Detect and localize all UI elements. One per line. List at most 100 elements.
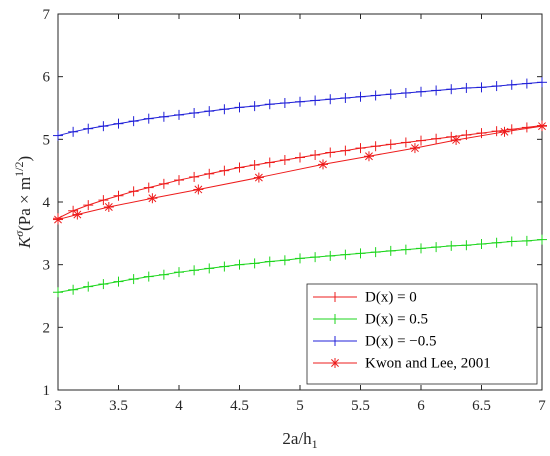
series-2-point — [446, 84, 457, 95]
y-tick-label: 1 — [43, 383, 51, 399]
x-axis-label-subscript: 1 — [312, 437, 318, 451]
x-tick-label: 5.5 — [351, 398, 370, 414]
series-1-point — [83, 281, 94, 292]
series-0-point — [189, 171, 200, 182]
series-2-point — [158, 111, 169, 122]
series-1-point — [370, 247, 381, 258]
series-1-point — [234, 259, 245, 270]
y-axis-label-main: K — [15, 235, 34, 249]
series-layer — [53, 77, 547, 298]
x-axis-label-main: 2a/h — [282, 429, 312, 448]
y-axis-label-unit-superscript: 1/2 — [12, 162, 26, 177]
series-0-point — [158, 178, 169, 189]
series-2-point — [83, 123, 94, 134]
series-2-point — [340, 92, 351, 103]
legend-label-series-2: D(x) = −0.5 — [365, 334, 437, 350]
series-0-point — [355, 143, 366, 154]
series-0-point — [491, 126, 502, 137]
series-2-point — [128, 116, 139, 127]
series-2 — [53, 77, 547, 141]
series-1-point — [491, 237, 502, 248]
x-axis-ticks: 3 3.5 4 4.5 5 5.5 6 6.5 7 — [54, 14, 546, 414]
legend-label-series-3: Kwon and Lee, 2001 — [365, 356, 491, 372]
series-0-point — [385, 139, 396, 150]
series-0-point — [204, 168, 215, 179]
y-tick-label: 6 — [43, 70, 51, 86]
series-3-line — [57, 125, 543, 221]
x-tick-label: 5 — [296, 398, 304, 414]
series-1-point — [295, 253, 305, 264]
y-axis-label: Kσ(Pa × m1/2) — [12, 156, 34, 249]
x-tick-label: 3.5 — [109, 398, 128, 414]
legend: D(x) = 0 D(x) = 0.5 D(x) = −0.5 Kwon and… — [306, 283, 538, 385]
series-2-point — [491, 81, 502, 92]
series-2-point — [325, 94, 336, 105]
legend-box — [306, 283, 538, 385]
series-0 — [53, 120, 547, 224]
series-1-point — [476, 238, 487, 249]
series-1-point — [506, 236, 517, 247]
series-0-point — [370, 141, 381, 152]
y-tick-label: 3 — [43, 258, 51, 274]
y-tick-label: 2 — [43, 320, 51, 336]
series-2-point — [476, 82, 487, 93]
series-0-point — [128, 186, 139, 197]
x-tick-label: 4 — [175, 398, 183, 414]
series-2-point — [355, 91, 366, 102]
y-tick-label: 5 — [43, 132, 51, 148]
series-2-point — [461, 82, 472, 93]
series-3-point — [53, 214, 63, 225]
series-2-point — [537, 77, 547, 88]
series-0-point — [174, 175, 184, 186]
series-1-point — [340, 249, 351, 260]
series-3-point — [409, 143, 420, 154]
series-1-point — [521, 235, 532, 246]
series-0-point — [219, 165, 230, 176]
series-1-point — [310, 252, 321, 263]
series-1-point — [143, 271, 154, 282]
series-0-point — [431, 133, 442, 144]
series-2-point — [385, 89, 396, 100]
series-1-point — [174, 267, 184, 278]
series-1-point — [400, 244, 411, 255]
series-3-point — [317, 159, 328, 170]
series-1-point — [53, 287, 63, 298]
x-tick-label: 4.5 — [230, 398, 249, 414]
series-0-point — [264, 157, 275, 168]
legend-label-series-0: D(x) = 0 — [365, 290, 417, 306]
x-tick-label: 7 — [538, 398, 546, 414]
series-1-point — [431, 242, 442, 253]
y-axis-label-unit: (Pa × m — [15, 177, 34, 231]
series-0-point — [234, 162, 245, 173]
series-2-point — [310, 95, 321, 106]
series-0-point — [340, 145, 351, 156]
series-0-point — [279, 155, 290, 166]
series-1-point — [279, 255, 290, 266]
series-2-point — [431, 85, 442, 96]
legend-swatch-marker-3 — [330, 358, 340, 368]
series-2-point — [249, 101, 260, 112]
series-2-point — [521, 78, 532, 89]
series-3-point — [193, 184, 204, 195]
series-1-point — [189, 265, 200, 276]
series-1 — [53, 234, 547, 298]
series-0-point — [416, 135, 426, 146]
series-3-point — [147, 193, 158, 204]
series-2-point — [189, 108, 200, 119]
series-0-point — [295, 152, 305, 163]
series-2-point — [98, 121, 109, 132]
series-0-point — [113, 190, 124, 201]
y-axis-label-unit-end: ) — [15, 156, 34, 162]
series-1-point — [249, 258, 260, 269]
series-1-point — [355, 248, 366, 259]
series-3-point — [363, 151, 374, 162]
series-0-point — [521, 122, 532, 133]
legend-swatch-marker-1 — [330, 314, 340, 324]
series-1-point — [264, 256, 275, 267]
series-2-point — [143, 113, 154, 124]
series-1-point — [219, 261, 230, 272]
series-0-point — [506, 124, 517, 135]
series-1-point — [204, 263, 215, 274]
series-1-point — [158, 269, 169, 280]
